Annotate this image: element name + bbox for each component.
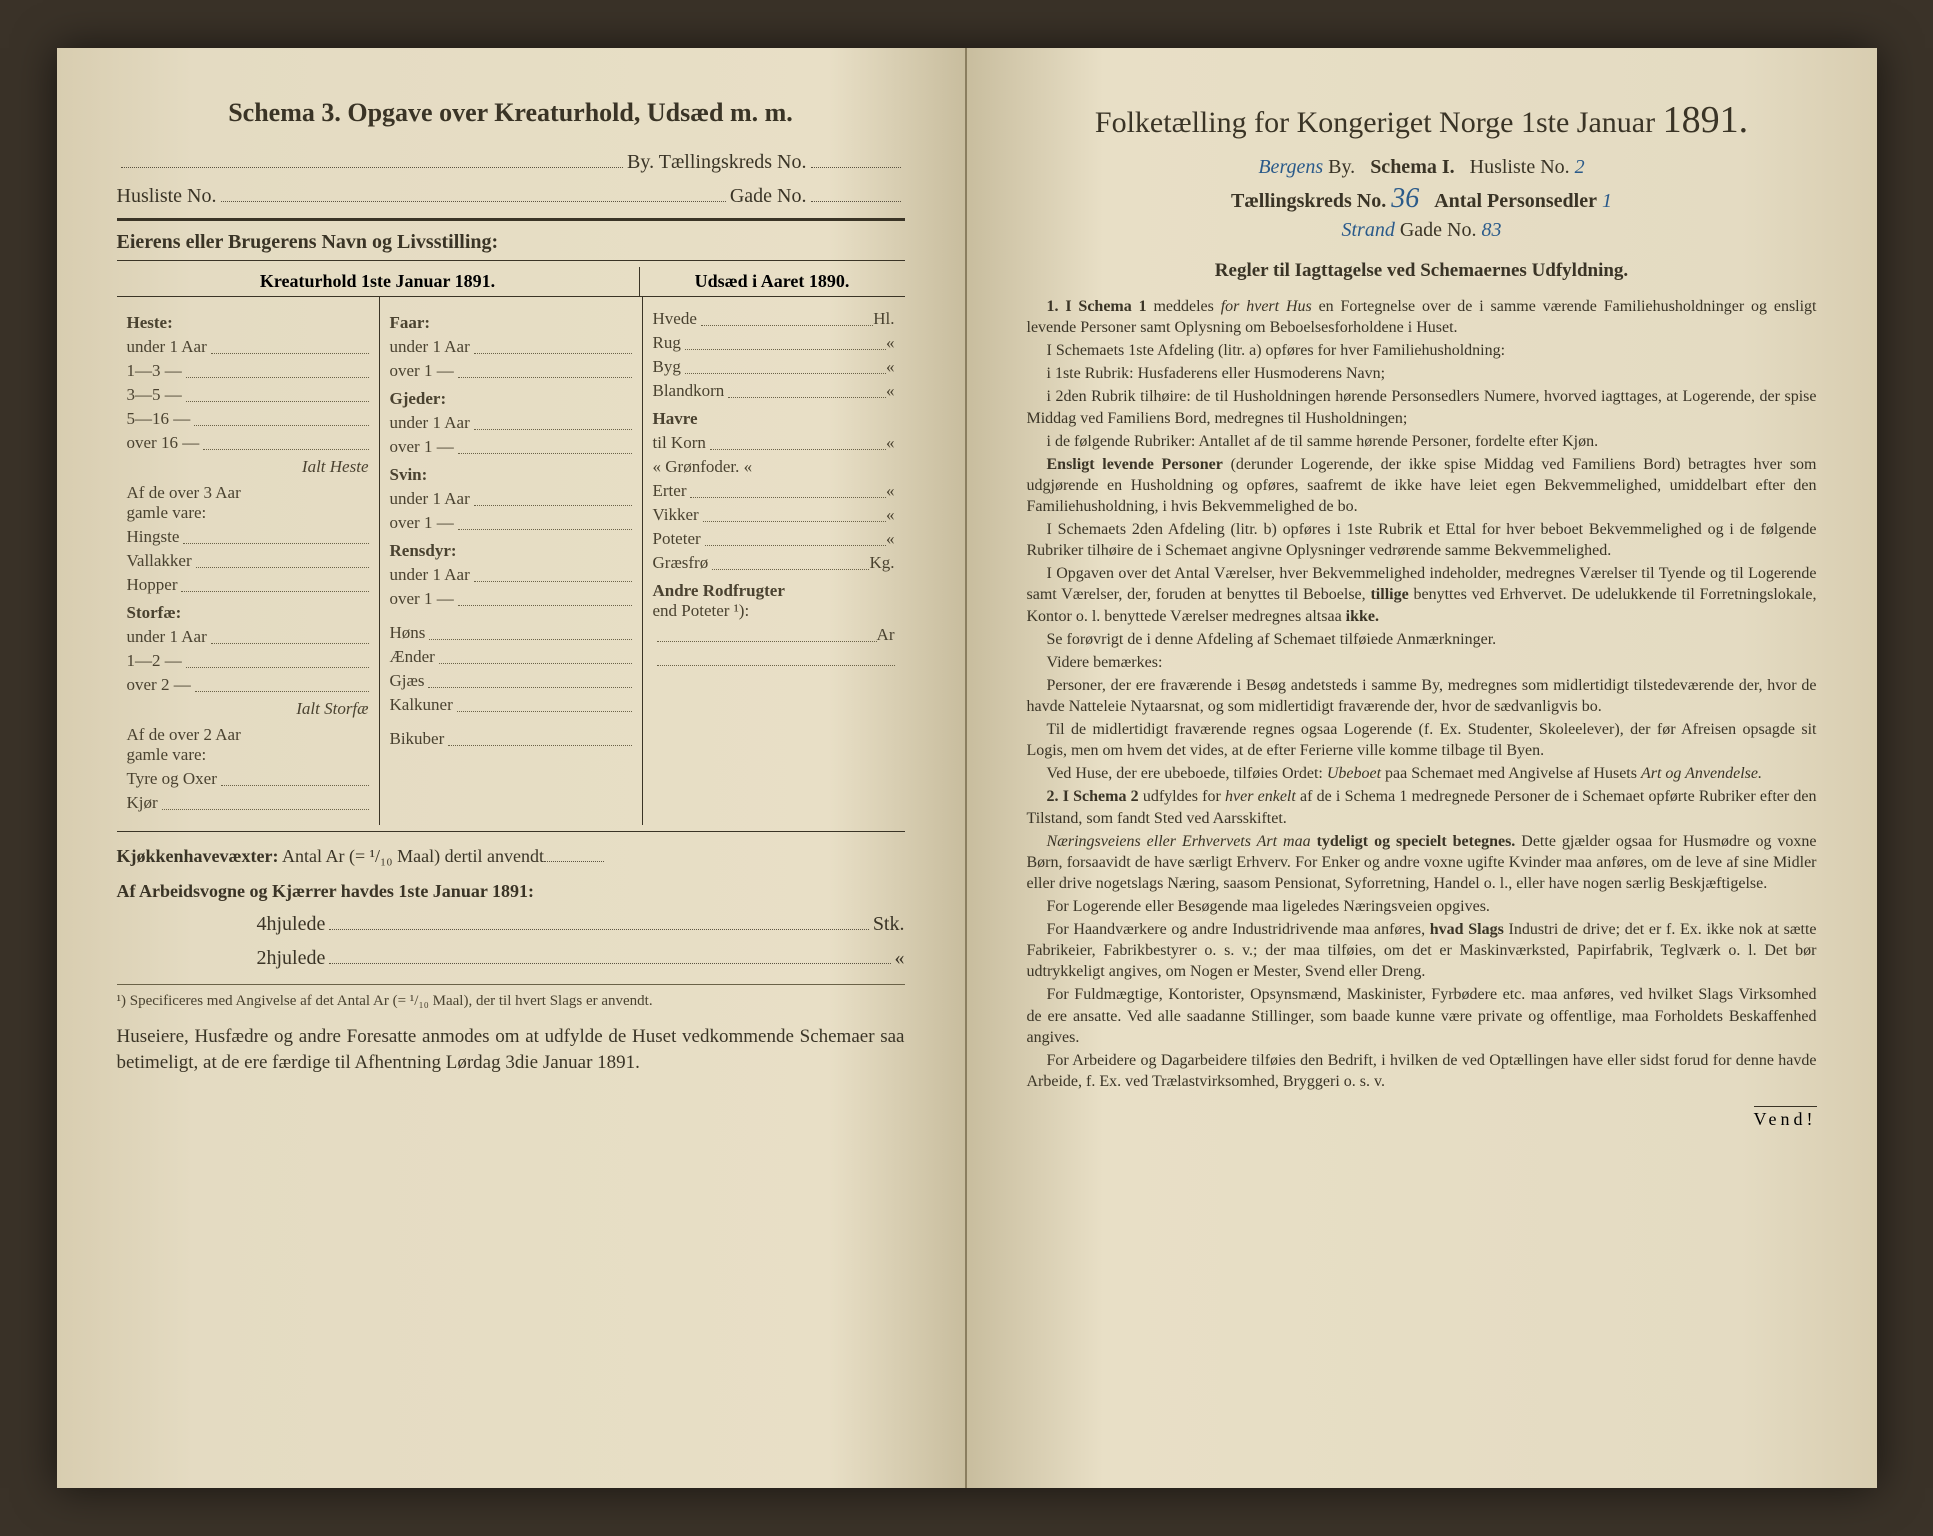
schema3-title: Schema 3. Opgave over Kreaturhold, Udsæd… xyxy=(117,98,905,128)
col1-head: Kreaturhold 1ste Januar 1891. xyxy=(117,267,639,296)
col-heste-storfae: Heste: under 1 Aar 1—3 — 3—5 — 5—16 — ov… xyxy=(117,297,380,825)
bottom-note: Huseiere, Husfædre og andre Foresatte an… xyxy=(117,1024,905,1075)
book-spread: Schema 3. Opgave over Kreaturhold, Udsæd… xyxy=(57,48,1877,1488)
regler-head: Regler til Iagttagelse ved Schemaernes U… xyxy=(1027,260,1817,282)
sub2: Tællingskreds No. 36 Antal Personsedler … xyxy=(1027,183,1817,215)
sub1: Bergens By. Schema I. Husliste No. 2 xyxy=(1027,156,1817,179)
col-faar-etc: Faar: under 1 Aar over 1 — Gjeder: under… xyxy=(380,297,643,825)
right-page: Folketælling for Kongeriget Norge 1ste J… xyxy=(967,48,1877,1488)
by-kreds-row: By. Tællingskreds No. xyxy=(117,148,905,174)
left-page: Schema 3. Opgave over Kreaturhold, Udsæd… xyxy=(57,48,967,1488)
rules-body: 1. I Schema 1 meddeles for hvert Hus en … xyxy=(1027,296,1817,1092)
col2-head: Udsæd i Aaret 1890. xyxy=(639,267,905,296)
eier-label: Eierens eller Brugerens Navn og Livsstil… xyxy=(117,231,905,254)
vend: Vend! xyxy=(1754,1106,1817,1130)
sub3: Strand Gade No. 83 xyxy=(1027,219,1817,242)
arbeid-row: Af Arbeidsvogne og Kjærrer havdes 1ste J… xyxy=(117,881,905,902)
footnote: ¹) Specificeres med Angivelse af det Ant… xyxy=(117,984,905,1010)
main-table: Heste: under 1 Aar 1—3 — 3—5 — 5—16 — ov… xyxy=(117,296,905,825)
kjokken-row: Kjøkkenhavevæxter: Antal Ar (= ¹/₁₀ Maal… xyxy=(117,846,905,867)
husliste-gade-row: Husliste No. Gade No. xyxy=(117,182,905,208)
census-title: Folketælling for Kongeriget Norge 1ste J… xyxy=(1027,98,1817,142)
col-udsaed: HvedeHl. Rug« Byg« Blandkorn« Havre til … xyxy=(643,297,905,825)
